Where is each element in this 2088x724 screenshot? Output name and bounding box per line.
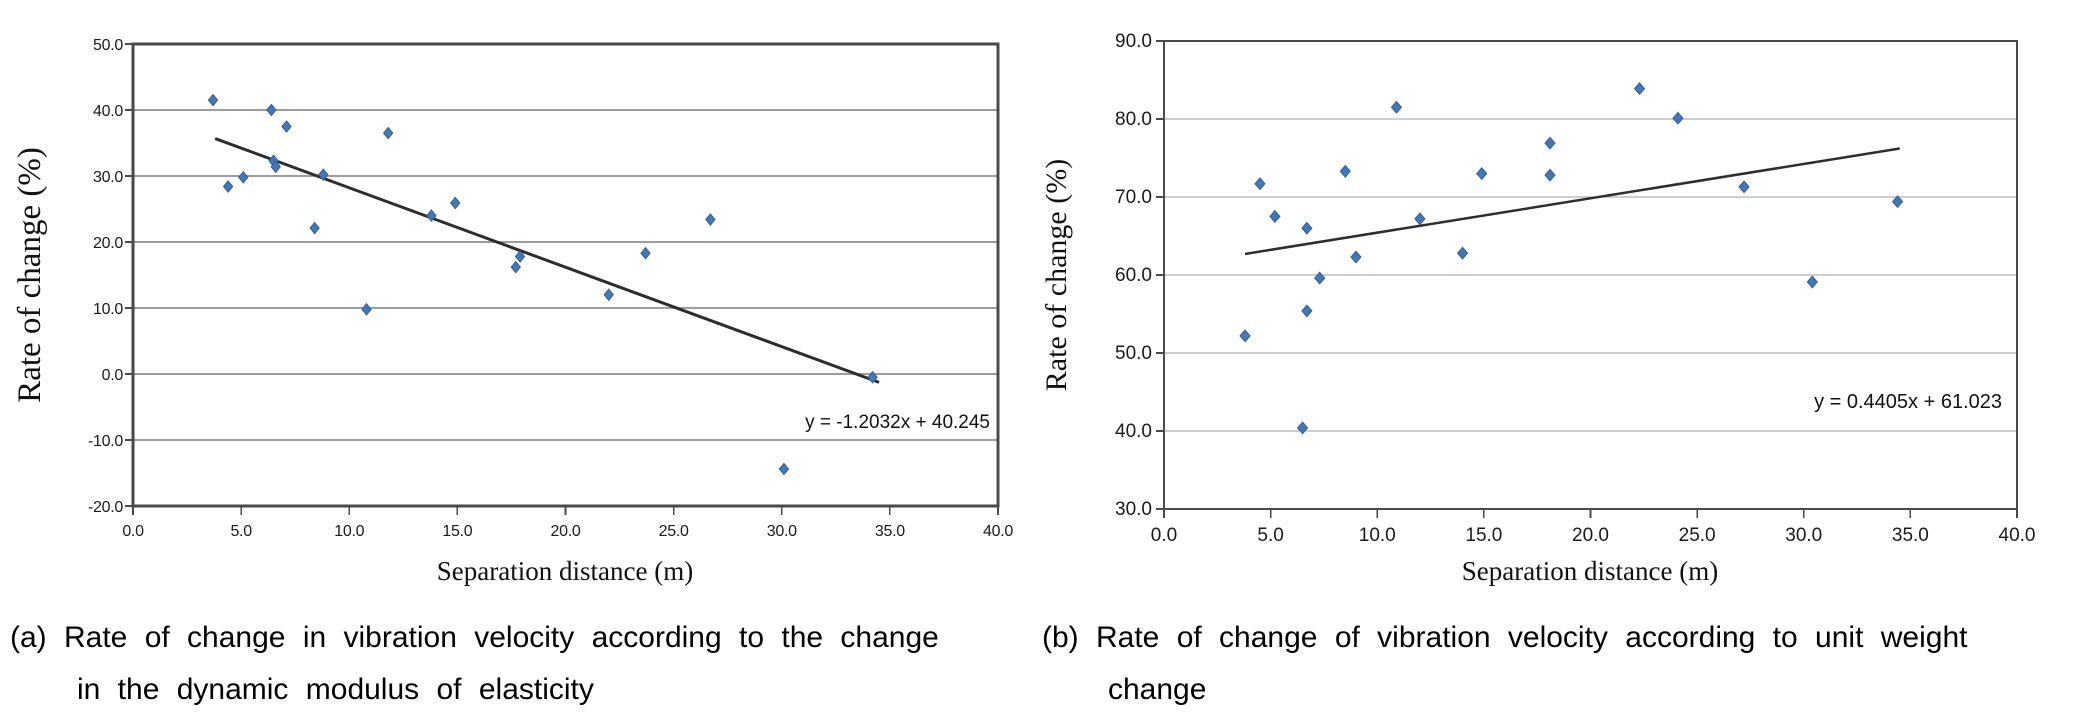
data-point	[1738, 180, 1750, 194]
x-axis-title: Separation distance (m)	[437, 556, 693, 586]
trendline-equation: y = 0.4405x + 61.023	[1814, 391, 2002, 413]
x-tick-label: 30.0	[1785, 525, 1822, 546]
data-point	[382, 126, 394, 140]
data-point	[1544, 136, 1556, 150]
data-point	[1806, 275, 1818, 289]
trendline	[214, 137, 880, 384]
caption-b-line2: change	[1108, 673, 1207, 706]
data-point	[1476, 167, 1488, 181]
y-tick-label: 90.0	[1115, 31, 1152, 52]
x-tick-label: 35.0	[1892, 525, 1929, 546]
data-point	[1414, 212, 1426, 226]
y-tick-label: -10.0	[88, 433, 123, 450]
x-tick-label: 20.0	[551, 523, 581, 540]
data-point	[1339, 164, 1351, 178]
data-point	[222, 180, 234, 193]
x-tick-label: 20.0	[1572, 525, 1609, 546]
data-point	[1633, 82, 1646, 96]
x-tick-label: 40.0	[1999, 525, 2036, 546]
y-tick-label: 0.0	[102, 367, 124, 384]
data-point	[266, 103, 277, 117]
data-point	[705, 213, 716, 226]
chart-a: 50.0 40.0 30.0 20.0 10.0 0.0 -10.0 -20.0 0.0 5.0 1…	[12, 37, 1014, 586]
x-tick-label: 25.0	[659, 523, 689, 540]
plot-border	[131, 42, 1000, 508]
caption-b: (b) Rate of change of vibration velocity…	[1042, 612, 1967, 716]
data-point	[603, 288, 614, 302]
y-tick-label: 30.0	[1115, 499, 1152, 520]
y-tick-label: 70.0	[1115, 187, 1152, 208]
caption-a: (a) Rate of change in vibration velocity…	[10, 612, 939, 716]
data-point	[449, 196, 461, 210]
data-point	[1390, 100, 1403, 114]
x-tick-label: 0.0	[122, 523, 144, 540]
y-tick-label: 10.0	[93, 301, 123, 318]
data-point	[207, 93, 219, 107]
y-tick-label: 60.0	[1115, 265, 1152, 286]
data-point	[778, 462, 790, 476]
y-tick-label: 50.0	[93, 37, 123, 54]
x-tick-label: 25.0	[1679, 525, 1716, 546]
data-point	[1672, 111, 1684, 125]
x-tick-label: 5.0	[1257, 525, 1283, 546]
data-point	[1269, 209, 1281, 224]
data-point	[1301, 221, 1313, 235]
data-point	[270, 160, 281, 174]
data-point	[1891, 195, 1904, 209]
data-point	[1544, 168, 1556, 182]
chart-b: 90.0 80.0 70.0 60.0 50.0 40.0 30.0 0.0 5.0 10.0 15…	[1040, 31, 2035, 586]
y-tick-label: 50.0	[1115, 343, 1152, 364]
data-point	[510, 260, 522, 274]
x-tick-label: 5.0	[230, 523, 252, 540]
y-axis-title: Rate of change (%)	[1040, 159, 1073, 391]
y-tick-label: -20.0	[88, 499, 123, 516]
x-tick-label: 10.0	[334, 523, 364, 540]
x-axis-title: Separation distance (m)	[1462, 556, 1718, 586]
data-point	[1456, 246, 1469, 260]
x-tick-label: 15.0	[442, 523, 472, 540]
y-tick-label: 40.0	[1115, 421, 1152, 442]
x-tick-label: 30.0	[767, 523, 797, 540]
x-tick-label: 10.0	[1359, 525, 1396, 546]
data-point	[1350, 250, 1362, 264]
x-tick-label: 15.0	[1465, 525, 1502, 546]
y-tick-label: 80.0	[1115, 109, 1152, 130]
data-point	[281, 120, 292, 133]
y-tick-label: 40.0	[93, 103, 123, 120]
y-axis-title: Rate of change (%)	[12, 147, 48, 403]
caption-a-line2: in the dynamic modulus of elasticity	[77, 673, 594, 706]
data-point	[1254, 177, 1266, 191]
data-point	[867, 370, 878, 384]
data-point	[1301, 304, 1313, 318]
data-point	[1314, 271, 1326, 285]
trendline	[1244, 147, 1900, 256]
data-point	[238, 170, 249, 184]
x-tick-label: 35.0	[875, 523, 905, 540]
caption-b-line1: (b) Rate of change of vibration velocity…	[1042, 621, 1968, 654]
data-point	[1239, 329, 1251, 343]
data-point	[318, 168, 329, 182]
y-tick-label: 30.0	[93, 169, 123, 186]
data-point	[640, 246, 651, 260]
x-tick-label: 0.0	[1151, 525, 1177, 546]
trendline-equation: y = -1.2032x + 40.245	[805, 412, 990, 433]
caption-a-line1: (a) Rate of change in vibration velocity…	[10, 621, 939, 654]
y-tick-label: 20.0	[93, 235, 123, 252]
x-tick-label: 40.0	[983, 523, 1013, 540]
data-point	[309, 221, 320, 235]
data-point	[1296, 421, 1309, 435]
data-point	[361, 302, 372, 316]
data-point	[514, 250, 526, 263]
data-point	[426, 209, 437, 222]
